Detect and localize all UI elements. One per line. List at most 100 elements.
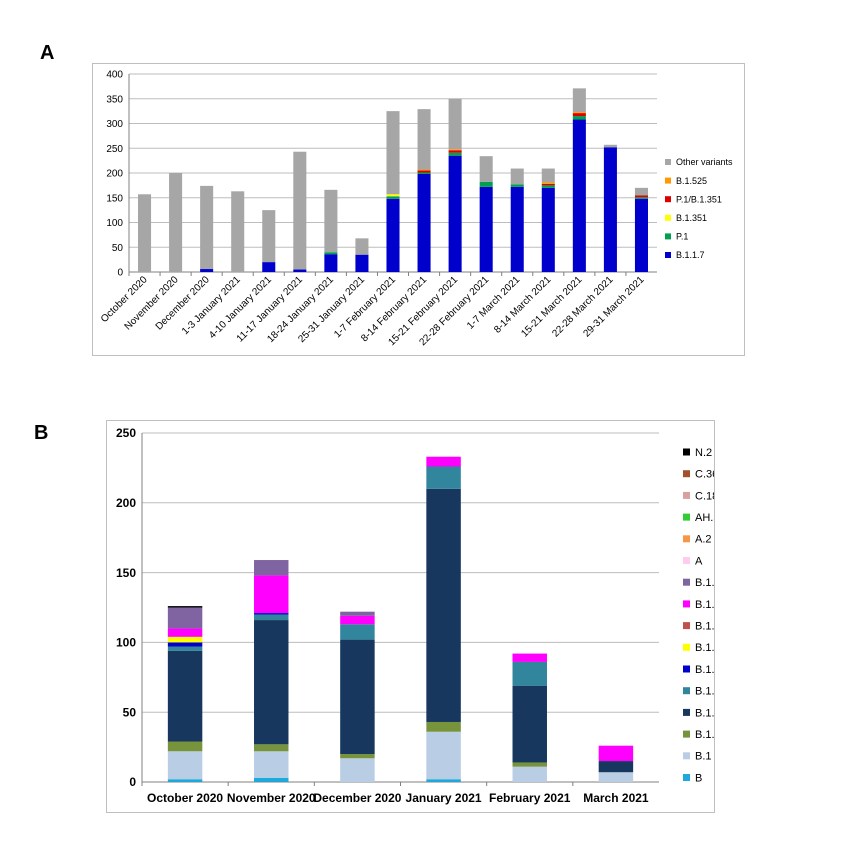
bar-segment-other-variants xyxy=(138,194,152,272)
bar-segment-p-1-b-1-351 xyxy=(541,183,555,186)
bar-segment-b-1-160 xyxy=(254,744,289,752)
legend-label-b-1-526: B.1.526 xyxy=(695,620,714,632)
bar-segment-b-1-177 xyxy=(426,488,461,722)
bar-segment-b-1 xyxy=(512,766,547,782)
legend-label-b-1-1-1: B.1.1.1 xyxy=(695,577,714,589)
bar-segment-b-1-1-7 xyxy=(417,173,431,272)
bar-segment-b-1-1 xyxy=(254,575,289,614)
y-tick-label: 150 xyxy=(106,193,123,204)
bar-segment-b-1-1-7 xyxy=(324,254,338,272)
bar-segment-other-variants xyxy=(231,191,245,272)
legend-swatch-b-1-351 xyxy=(665,214,671,221)
legend-label-b-1-160: B.1.160 xyxy=(695,729,714,741)
legend-swatch-b-1-367 xyxy=(683,665,690,673)
x-tick-label: 29-31 March 2021 xyxy=(581,274,646,339)
bar-segment-b-1-160 xyxy=(340,754,375,759)
x-tick-label: 8-14 March 2021 xyxy=(492,274,554,336)
panel-label-b: B xyxy=(34,422,49,444)
chart-b-frame: 0 50 100 150 200 250 October 2020 November 2020… xyxy=(106,420,733,813)
legend-label-b-1-367: B.1.367 xyxy=(695,664,714,676)
legend-swatch-b-1 xyxy=(683,752,690,760)
bar-segment-p-1 xyxy=(386,196,400,199)
bar-segment-b-1-1-7 xyxy=(200,269,214,272)
legend-swatch-c-18 xyxy=(683,491,690,499)
bar-segment-other-variants xyxy=(634,187,648,196)
bar-segment-b xyxy=(426,779,461,782)
bar-segment-other-variants xyxy=(510,168,524,185)
legend-label-a: A xyxy=(695,555,703,567)
legend-label-b-1-258: B.1.258 xyxy=(695,686,714,698)
bar-segment-other-variants xyxy=(200,185,214,270)
bar-segment-b-1-258 xyxy=(167,646,203,651)
legend-label-p-1: P.1 xyxy=(676,232,688,242)
legend-swatch-c-36 xyxy=(683,470,690,478)
bar-segment-b-1-1 xyxy=(340,615,375,625)
bar-segment-b-1-177 xyxy=(512,685,547,763)
legend-swatch-b-1-160 xyxy=(683,730,690,738)
y-tick-label: 200 xyxy=(116,496,136,510)
bar-segment-b-1 xyxy=(254,751,289,778)
bar-segment-other-variants xyxy=(355,238,369,255)
legend-label-b: B xyxy=(695,772,702,784)
bar-segment-other-variants xyxy=(262,210,276,263)
x-tick-label: November 2020 xyxy=(123,274,181,332)
legend-label-c-36: C.36 xyxy=(695,469,714,481)
y-tick-label: 100 xyxy=(116,636,136,650)
bar-segment-other-variants xyxy=(448,98,462,150)
bar-segment-other-variants xyxy=(479,156,493,182)
legend-label-b-1-351: B.1.351 xyxy=(676,213,707,223)
legend-label-n-2: N.2 xyxy=(695,447,712,459)
bar-segment-b-1 xyxy=(426,731,461,780)
legend-swatch-a-2 xyxy=(683,535,690,543)
bar-segment-b-1-1-7 xyxy=(572,119,586,272)
bar-segment-other-variants xyxy=(572,88,586,113)
bar-segment-b-1-1-1 xyxy=(254,560,289,576)
bar-segment-b-1-1 xyxy=(426,456,461,467)
bar-segment-b-1-1 xyxy=(598,745,634,762)
bar-segment-other-variants xyxy=(169,173,183,272)
bar-segment-p-1 xyxy=(479,181,493,187)
bar-segment-b-1-1-7 xyxy=(634,198,648,272)
bar-segment-b-1-1-1 xyxy=(167,607,203,629)
bar-segment-b-1-1-7 xyxy=(510,186,524,272)
bar-segment-b-1-367 xyxy=(254,613,289,615)
legend-label-b-1-1-7: B.1.1.7 xyxy=(676,250,705,260)
chart-a-frame: 0 50 100 150 200 250 300 350 400 October 2020 Nove… xyxy=(92,63,745,356)
legend-label-b-1-177: B.1.177 xyxy=(695,707,714,719)
legend-swatch-b-1-1-1 xyxy=(683,578,690,586)
bar-segment-b-1-1-7 xyxy=(262,262,276,272)
bar-segment-b-1-525 xyxy=(448,149,462,151)
y-tick-label: 400 xyxy=(106,70,123,81)
bar-segment-b-1 xyxy=(167,751,203,780)
legend-swatch-other-variants xyxy=(665,159,671,165)
bar-segment-b-1-160 xyxy=(512,762,547,767)
bar-segment-p-1 xyxy=(510,184,524,187)
legend-swatch-b-1-1 xyxy=(683,600,690,608)
y-tick-label: 150 xyxy=(116,566,136,580)
bar-segment-b-1-258 xyxy=(254,614,289,621)
bar-segment-p-1-b-1-351 xyxy=(572,113,586,117)
bar-segment-b-1-258 xyxy=(512,661,547,686)
legend-label-b-1-467: B.1.467 xyxy=(695,642,714,654)
legend-label-b-1: B.1 xyxy=(695,751,712,763)
panel-label-a: A xyxy=(40,42,55,64)
x-tick-label: October 2020 xyxy=(147,791,223,805)
legend-label-ah-3: AH.3 xyxy=(695,512,714,524)
bar-segment-b-1-1-7 xyxy=(603,147,617,272)
bar-segment-b-1-177 xyxy=(167,650,203,742)
legend-swatch-b-1-1-7 xyxy=(665,252,671,258)
x-tick-label: March 2021 xyxy=(583,791,649,805)
legend-label-b-1-525: B.1.525 xyxy=(676,176,707,186)
bar-segment-b-1 xyxy=(340,758,375,782)
bar-segment-other-variants xyxy=(417,109,431,170)
legend-swatch-b-1-467 xyxy=(683,643,690,651)
x-tick-label: January 2021 xyxy=(406,791,482,805)
bar-segment-p-1 xyxy=(448,152,462,156)
legend-swatch-ah-3 xyxy=(683,513,690,521)
bar-segment-p-1 xyxy=(634,197,648,199)
legend-label-b-1-1: B.1.1 xyxy=(695,599,714,611)
bar-segment-b-1-1-7 xyxy=(355,254,369,272)
bar-segment-p-1 xyxy=(541,185,555,188)
y-tick-label: 250 xyxy=(106,144,123,155)
bar-segment-other-variants xyxy=(541,168,555,183)
